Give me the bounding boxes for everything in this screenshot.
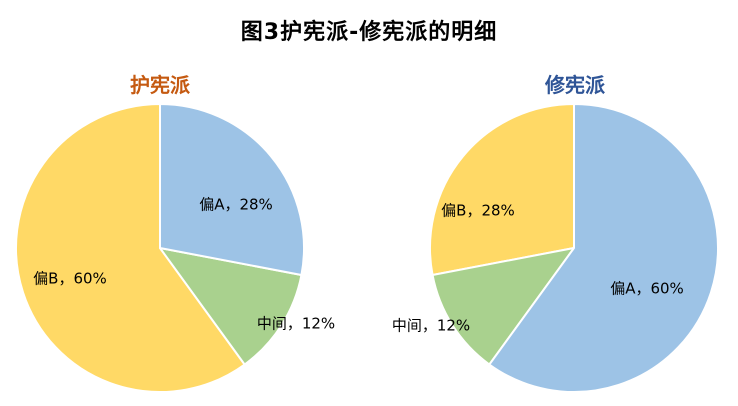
slice-label-right-0: 偏A，60%: [610, 280, 684, 298]
chart-title-right: 修宪派: [544, 73, 606, 97]
slice-label-left-1: 中间，12%: [257, 315, 335, 333]
chart-title-left: 护宪派: [130, 73, 191, 97]
pie-chart-left: 护宪派 偏A，28% 中间，12% 偏B，60%: [15, 73, 335, 393]
pie-slice-left-0: [159, 103, 305, 276]
pie-slice-left-1: [159, 247, 303, 366]
slice-label-left-0: 偏A，28%: [199, 196, 273, 214]
slice-label-left-2: 偏B，60%: [33, 270, 107, 288]
slice-label-right-1: 中间，12%: [392, 317, 470, 335]
pie-chart-right: 修宪派 偏A，60% 中间，12% 偏B，28%: [392, 73, 719, 393]
slice-label-right-2: 偏B，28%: [441, 202, 515, 220]
pie-slice-left-2: [15, 103, 246, 393]
figure-title: 图3护宪派-修宪派的明细: [240, 20, 498, 45]
pie-slice-right-1: [431, 247, 575, 366]
pie-slice-right-2: [429, 103, 575, 276]
pie-slice-right-0: [488, 103, 719, 393]
